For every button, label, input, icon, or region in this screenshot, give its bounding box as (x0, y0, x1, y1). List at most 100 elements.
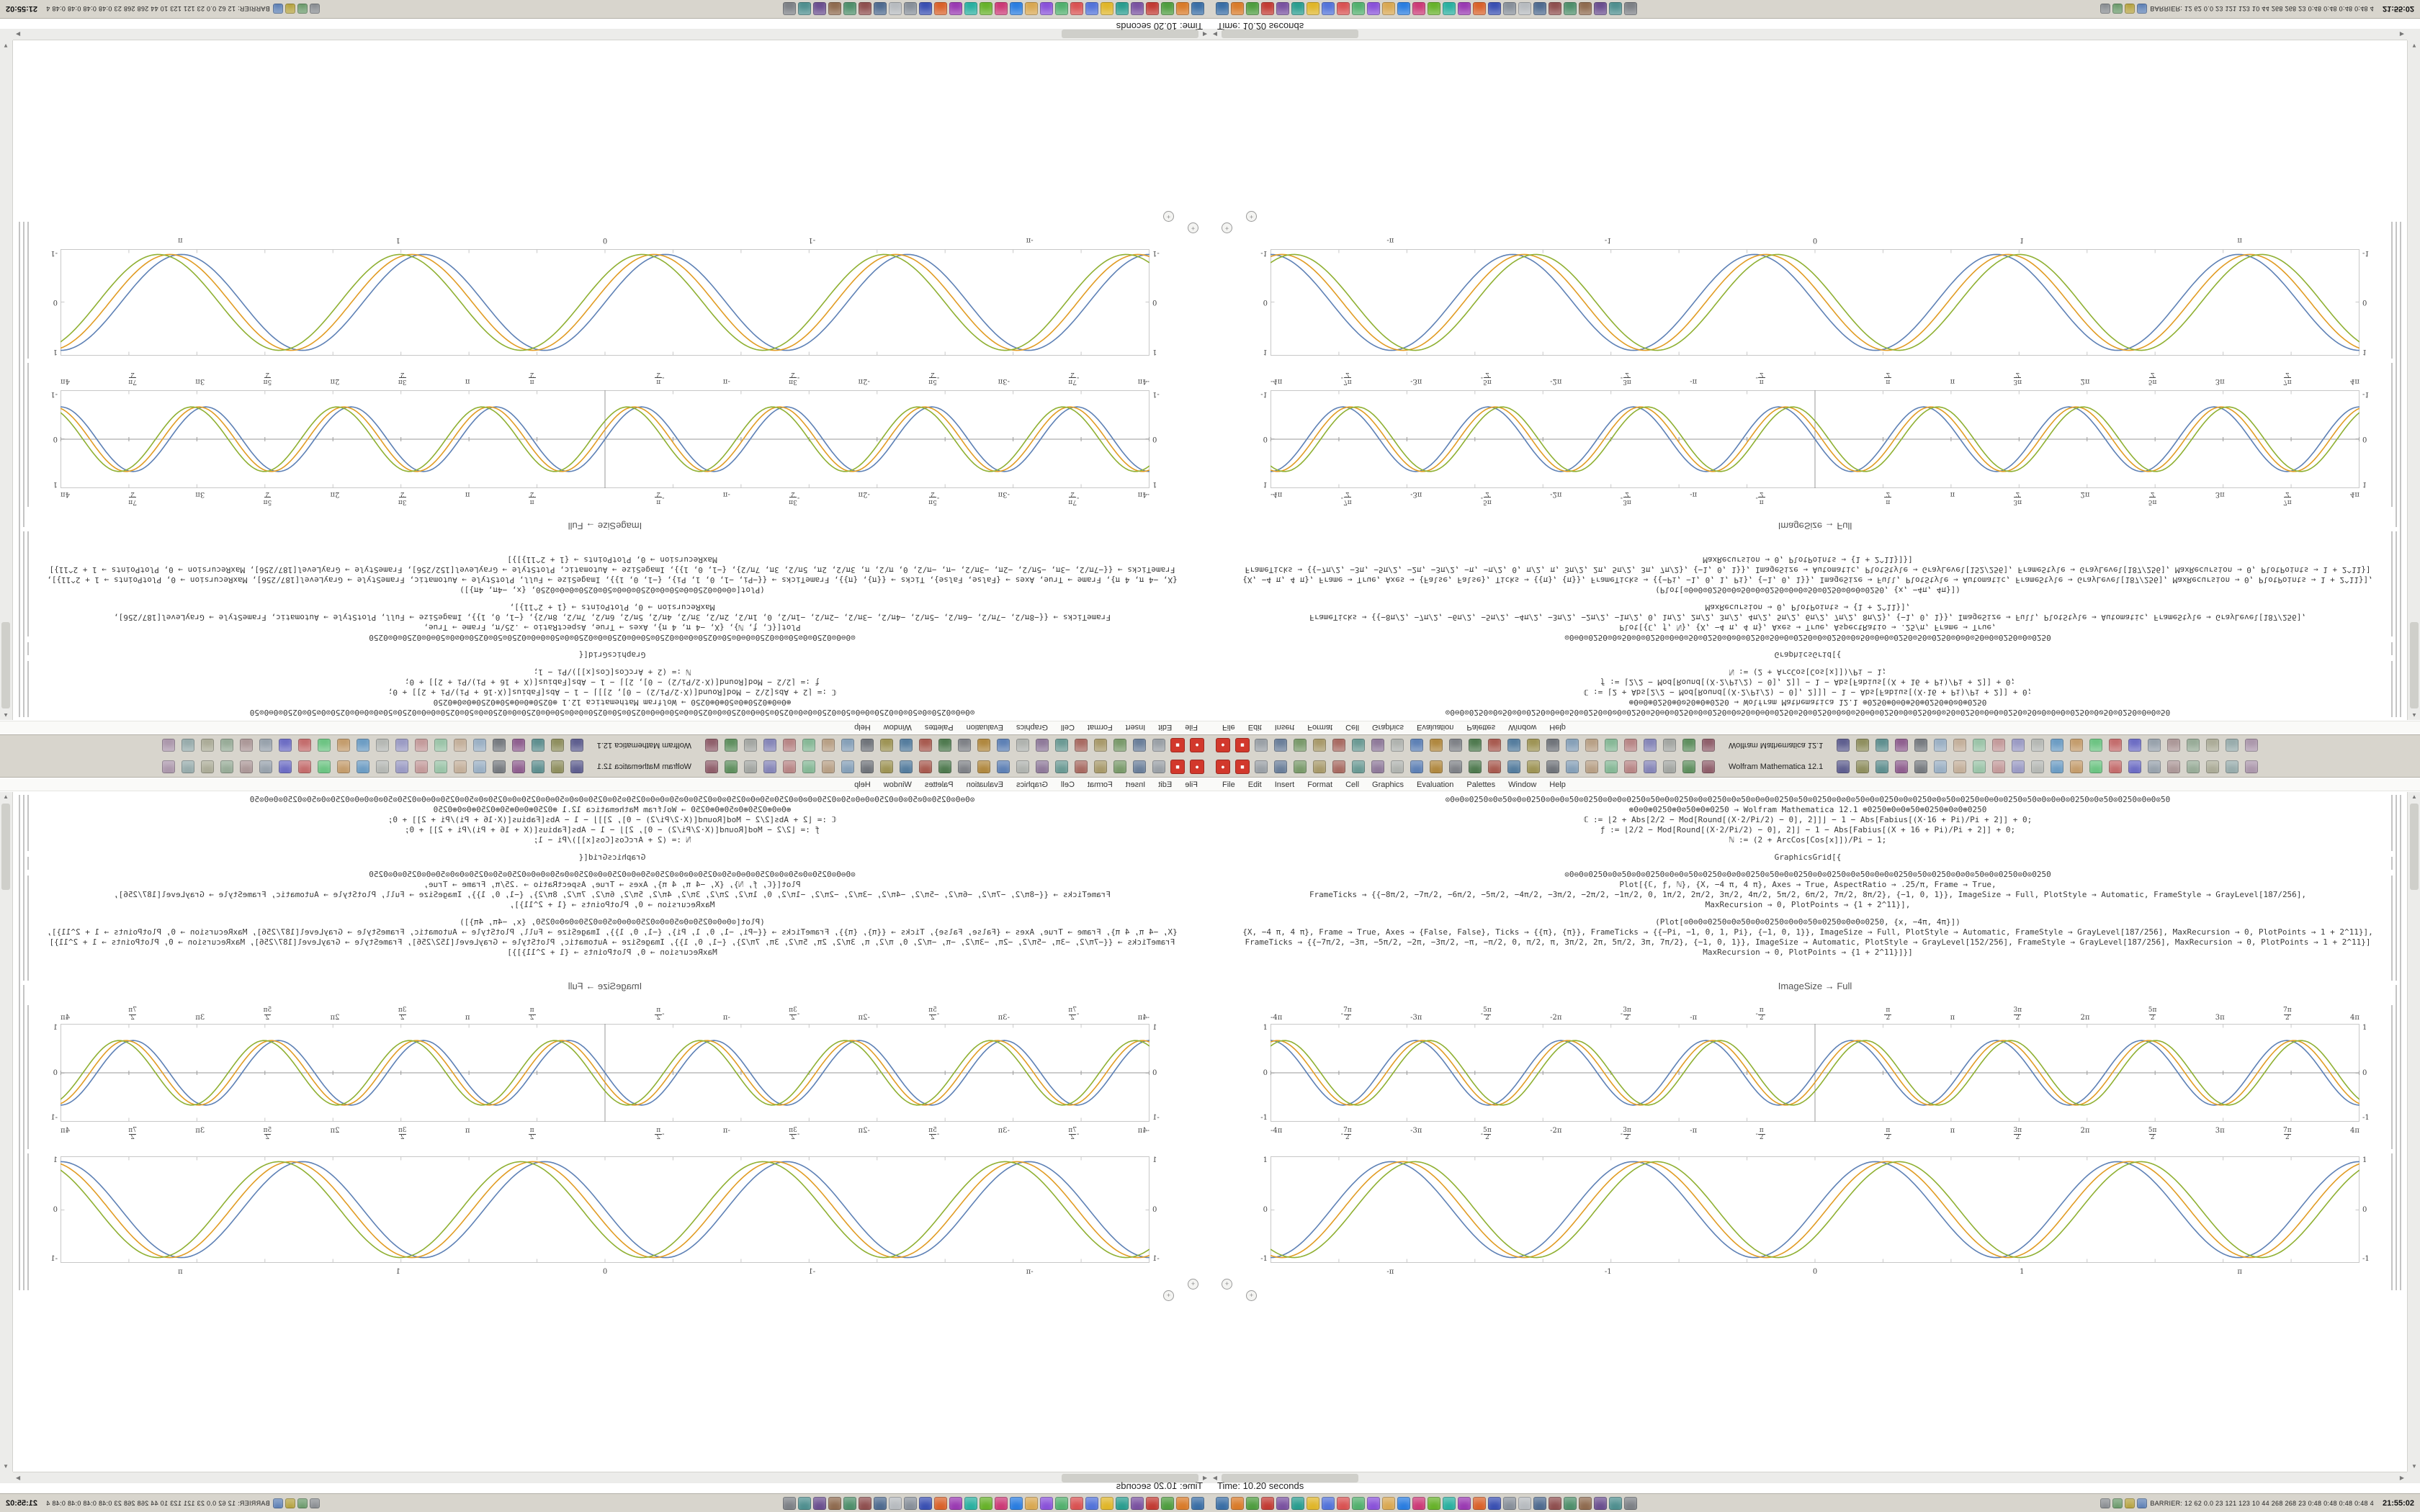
code-cell[interactable]: ⊙0⊖0⊙0250⊙0⊘50⊙0⊙0250⊙0⊖0⊙50⊙0250⊙0⊘0⊙02… (29, 602, 1196, 642)
app-icon[interactable] (2112, 4, 2123, 14)
app-icon[interactable] (1276, 1496, 1289, 1510)
vertical-scroll-thumb[interactable] (1, 622, 10, 708)
app-icon[interactable] (1566, 760, 1579, 773)
app-icon[interactable] (1113, 739, 1126, 752)
app-icon[interactable] (1443, 1496, 1456, 1510)
app-icon[interactable] (802, 739, 815, 752)
cell-bracket[interactable] (2391, 642, 2393, 655)
app-icon[interactable] (297, 4, 308, 14)
app-icon[interactable] (1231, 2, 1244, 16)
app-icon[interactable] (1040, 2, 1053, 16)
cell-bracket[interactable] (27, 661, 29, 717)
app-icon[interactable] (220, 760, 233, 773)
app-icon[interactable] (949, 2, 962, 16)
app-icon[interactable] (1564, 1496, 1577, 1510)
stop-button-icon[interactable]: ■ (1235, 738, 1250, 753)
cell-bracket[interactable] (27, 531, 29, 636)
app-icon[interactable] (1566, 739, 1579, 752)
app-icon[interactable] (1428, 2, 1440, 16)
scroll-down-icon[interactable]: ▼ (2411, 42, 2417, 49)
inline-cell-widget-icon[interactable]: + (1188, 222, 1198, 233)
code-cell[interactable]: (Plot[⊙0⊖0⊙0250⊙0⊘50⊙0⊙0250⊙0⊖0⊙50⊙0250⊙… (29, 554, 1196, 595)
app-icon[interactable] (1579, 2, 1592, 16)
app-icon[interactable] (880, 760, 893, 773)
menu-item-graphics[interactable]: Graphics (1016, 780, 1048, 789)
scroll-up-icon[interactable]: ▲ (2411, 712, 2417, 719)
app-icon[interactable] (1016, 739, 1029, 752)
menu-item-evaluation[interactable]: Evaluation (966, 723, 1003, 732)
app-icon[interactable] (375, 760, 389, 773)
app-icon[interactable] (1313, 760, 1326, 773)
app-icon[interactable] (958, 760, 971, 773)
app-icon[interactable] (1469, 760, 1482, 773)
app-icon[interactable] (200, 739, 214, 752)
app-icon[interactable] (783, 739, 796, 752)
app-icon[interactable] (1934, 739, 1948, 752)
app-icon[interactable] (919, 760, 932, 773)
cell-bracket[interactable] (27, 857, 29, 870)
app-icon[interactable] (2206, 760, 2220, 773)
app-icon[interactable] (874, 2, 887, 16)
app-icon[interactable] (1055, 739, 1068, 752)
menu-item-help[interactable]: Help (854, 723, 871, 732)
app-icon[interactable] (284, 4, 295, 14)
app-icon[interactable] (1410, 739, 1423, 752)
app-icon[interactable] (843, 2, 856, 16)
app-icon[interactable] (161, 760, 175, 773)
app-icon[interactable] (1294, 739, 1307, 752)
app-icon[interactable] (492, 760, 506, 773)
app-icon[interactable] (1412, 2, 1425, 16)
app-icon[interactable] (1352, 760, 1365, 773)
inline-cell-widget-icon[interactable]: + (1246, 1290, 1257, 1301)
horizontal-scrollbar[interactable]: ◀ ▶ (13, 29, 1210, 40)
app-icon[interactable] (725, 760, 738, 773)
app-icon[interactable] (1094, 760, 1107, 773)
app-icon[interactable] (1274, 760, 1287, 773)
app-icon[interactable] (1609, 2, 1622, 16)
app-icon[interactable] (2128, 739, 2142, 752)
app-icon[interactable] (1161, 2, 1174, 16)
app-icon[interactable] (1449, 739, 1462, 752)
scroll-up-icon[interactable]: ▲ (3, 712, 9, 719)
app-icon[interactable] (802, 760, 815, 773)
app-icon[interactable] (2148, 739, 2161, 752)
app-icon[interactable] (1055, 760, 1068, 773)
stop-button-icon[interactable]: ■ (1235, 759, 1250, 774)
vertical-scroll-thumb[interactable] (2410, 622, 2419, 708)
app-icon[interactable] (2012, 739, 2025, 752)
code-cell[interactable]: GraphicsGrid[{ (29, 852, 1196, 863)
app-icon[interactable] (1382, 2, 1395, 16)
app-icon[interactable] (995, 2, 1008, 16)
app-icon[interactable] (919, 2, 932, 16)
app-icon[interactable] (1469, 739, 1482, 752)
app-icon[interactable] (1682, 760, 1695, 773)
app-icon[interactable] (889, 2, 902, 16)
code-cell[interactable]: (Plot[⊙0⊖0⊙0250⊙0⊘50⊙0⊙0250⊙0⊖0⊙50⊙0250⊙… (29, 917, 1196, 958)
inline-cell-widget-icon[interactable]: + (1246, 211, 1257, 222)
app-icon[interactable] (725, 739, 738, 752)
app-icon[interactable] (1291, 1496, 1304, 1510)
cell-group-bracket[interactable] (19, 795, 20, 1290)
app-icon[interactable] (1682, 739, 1695, 752)
scroll-up-icon[interactable]: ▲ (2411, 793, 2417, 800)
app-icon[interactable] (980, 2, 992, 16)
code-cell[interactable]: ⊙0⊖0⊙0250⊙0⊘50⊙0⊙0250⊙0⊖0⊙50⊙0250⊙0⊘0⊙02… (29, 870, 1196, 910)
app-icon[interactable] (1191, 1496, 1204, 1510)
horizontal-scroll-thumb[interactable] (1222, 1473, 1358, 1482)
app-icon[interactable] (1036, 760, 1049, 773)
menu-item-cell[interactable]: Cell (1060, 723, 1075, 732)
app-icon[interactable] (1895, 739, 1909, 752)
app-icon[interactable] (1973, 760, 1986, 773)
app-icon[interactable] (2187, 760, 2200, 773)
code-cell[interactable]: GraphicsGrid[{ (29, 649, 1196, 660)
cell-group-bracket[interactable] (19, 222, 20, 717)
inline-cell-widget-icon[interactable]: + (1188, 1279, 1198, 1290)
app-icon[interactable] (874, 1496, 887, 1510)
scroll-down-icon[interactable]: ▼ (3, 42, 9, 49)
app-icon[interactable] (1934, 760, 1948, 773)
app-icon[interactable] (2226, 760, 2239, 773)
app-icon[interactable] (1070, 1496, 1083, 1510)
menu-item-edit[interactable]: Edit (1247, 780, 1262, 789)
app-icon[interactable] (1549, 2, 1561, 16)
app-icon[interactable] (1507, 760, 1520, 773)
